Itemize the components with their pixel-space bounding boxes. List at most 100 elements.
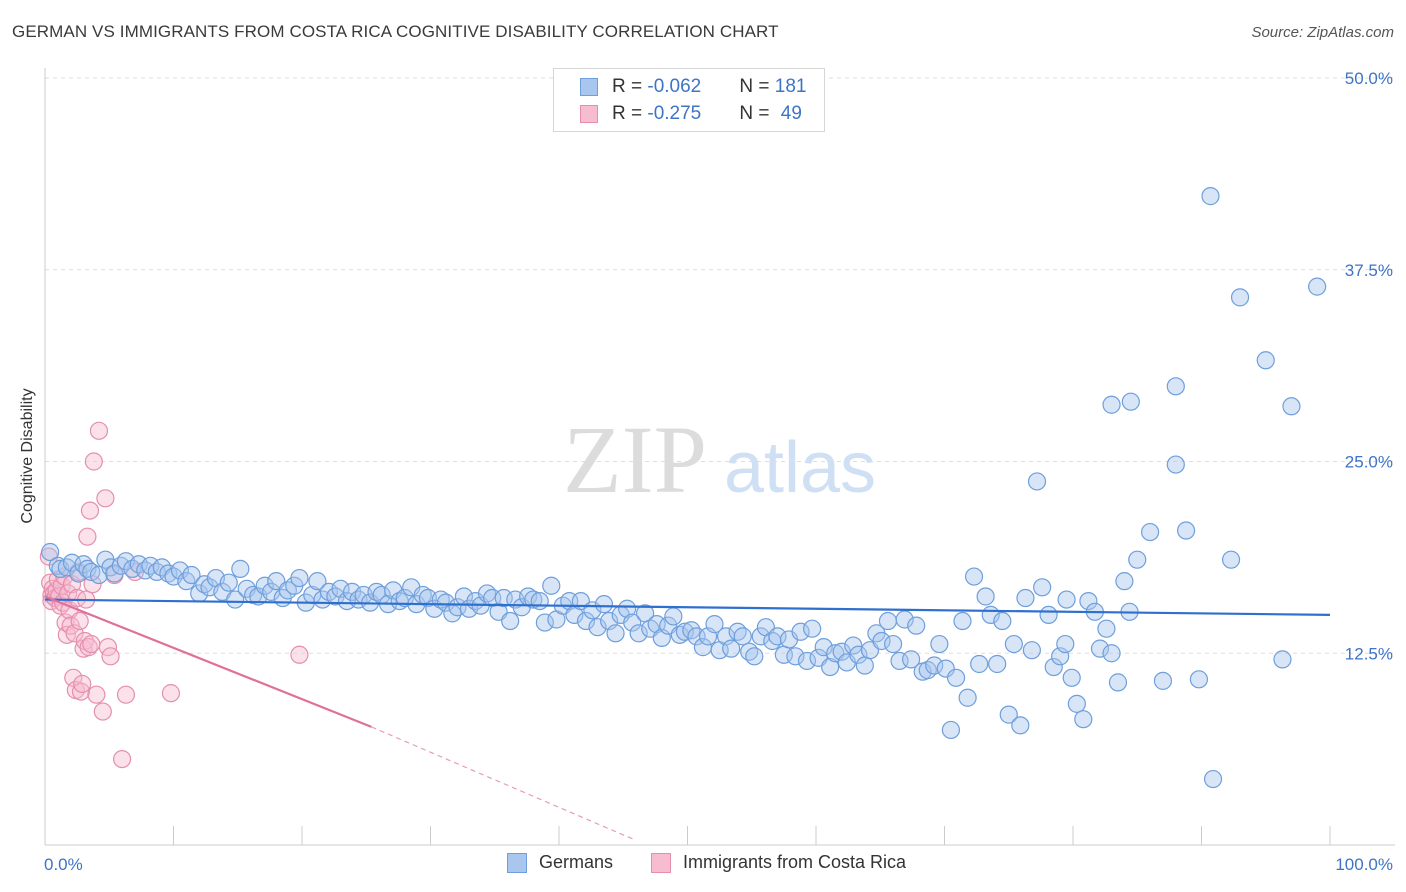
costa-rica-point (116, 685, 136, 704)
germans-trend-line (44, 598, 1331, 616)
german-point (448, 598, 467, 617)
series-costa-rica-points (39, 421, 309, 769)
trend-lines (44, 595, 1331, 841)
german-point (1256, 351, 1275, 370)
german-point (1079, 591, 1098, 611)
y-tick-label: 12.5% (1345, 644, 1393, 663)
costa-rica-trend-line (44, 595, 372, 728)
german-point (1115, 572, 1134, 591)
german-point (170, 561, 190, 580)
correlation-legend: R = -0.062 N = 181 R = -0.275 N = 49 (553, 68, 825, 132)
german-point (733, 627, 752, 646)
german-point (941, 720, 961, 740)
german-point (999, 705, 1018, 724)
german-point (594, 595, 614, 614)
costa-rica-point (73, 674, 92, 694)
german-point (1022, 641, 1041, 660)
german-point (797, 651, 817, 671)
legend-r-value: -0.062 (647, 76, 702, 97)
german-point (1166, 377, 1185, 396)
costa-rica-point (84, 452, 103, 471)
german-point (1189, 670, 1209, 689)
costa-rica-point (89, 421, 109, 440)
costa-rica-point (78, 527, 97, 546)
german-point (1201, 187, 1220, 206)
costa-rica-point (57, 625, 76, 644)
german-point (623, 613, 642, 632)
y-tick-label: 25.0% (1345, 453, 1393, 472)
source-label: Source: ZipAtlas.com (1251, 24, 1394, 41)
german-point (1027, 472, 1047, 491)
legend-n-value: 49 (780, 103, 802, 124)
german-point (618, 599, 637, 618)
german-point (1108, 673, 1128, 692)
german-point (41, 542, 60, 562)
german-point (993, 611, 1012, 631)
costa-rica-point (71, 682, 91, 701)
costa-rica-point (87, 685, 106, 704)
german-point (1203, 769, 1223, 789)
german-point (290, 568, 309, 588)
german-point (494, 588, 513, 608)
german-point (1044, 657, 1063, 677)
german-point (936, 659, 955, 678)
german-point (530, 591, 549, 611)
x-tick-label-max: 100.0% (1335, 855, 1393, 874)
german-point (745, 647, 764, 666)
german-point (768, 627, 787, 646)
german-point (907, 616, 926, 635)
legend-label-germans: Germans (539, 852, 614, 872)
german-point (925, 656, 944, 675)
legend-r-value: -0.275 (647, 103, 702, 124)
legend-swatch-costa-rica (651, 852, 671, 873)
german-point (535, 613, 554, 632)
german-point (1016, 588, 1035, 608)
german-point (308, 572, 327, 591)
german-point (1004, 634, 1023, 654)
costa-rica-point (79, 638, 98, 657)
german-point (872, 631, 891, 651)
german-point (62, 553, 82, 572)
legend-row-costa-rica: R = -0.275 N = 49 (580, 102, 802, 126)
german-point (664, 607, 683, 626)
legend-n-label: N = (739, 76, 775, 97)
german-point (647, 615, 666, 634)
x-tick-label-min: 0.0% (44, 855, 83, 874)
german-point (883, 634, 903, 654)
german-point (1056, 634, 1075, 654)
german-point (791, 622, 810, 641)
german-point (182, 565, 201, 585)
german-point (319, 582, 339, 601)
german-point (970, 654, 989, 674)
german-point (1011, 716, 1030, 735)
german-point (1282, 397, 1301, 416)
german-point (1140, 522, 1160, 542)
german-point (1074, 710, 1093, 729)
german-point (1039, 605, 1058, 625)
german-point (1102, 395, 1121, 414)
german-point (844, 636, 863, 655)
german-point (849, 645, 868, 664)
legend-r-label: R = (612, 76, 648, 97)
legend-item-germans[interactable]: Germans (507, 852, 613, 873)
costa-rica-point (101, 647, 120, 666)
german-point (524, 590, 543, 609)
german-point (722, 639, 741, 658)
y-axis-title: Cognitive Disability (19, 388, 36, 524)
german-point (1033, 578, 1052, 597)
costa-rica-point (161, 684, 181, 703)
german-point (588, 618, 607, 637)
costa-rica-trend-extension (371, 726, 637, 841)
german-point (930, 634, 949, 654)
german-point (195, 575, 214, 594)
legend-r-label: R = (612, 103, 648, 124)
german-point (576, 611, 596, 631)
german-point (1153, 671, 1173, 690)
german-point (705, 615, 724, 634)
german-point (1057, 590, 1076, 609)
legend-item-costa-rica[interactable]: Immigrants from Costa Rica (651, 852, 906, 873)
german-point (1221, 550, 1241, 569)
german-point (337, 591, 357, 611)
german-point (964, 567, 984, 586)
costa-rica-point (290, 645, 309, 664)
